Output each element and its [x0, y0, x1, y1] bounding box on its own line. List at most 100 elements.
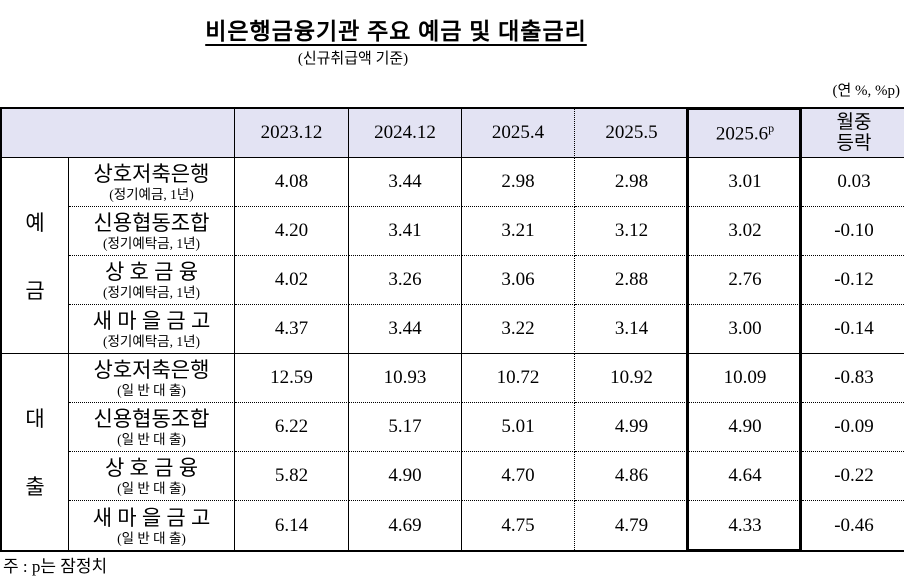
- col-header-2024-12: 2024.12: [349, 109, 462, 158]
- rate-value: 4.75: [462, 501, 575, 550]
- rate-value: 3.02: [689, 207, 802, 256]
- institution-product: (일 반 대 출): [117, 481, 186, 496]
- institution-product: (정기예탁금, 1년): [102, 285, 200, 300]
- rate-value: 2.98: [575, 158, 689, 207]
- rate-value: 3.14: [575, 305, 689, 354]
- institution-cell: 새 마 을 금 고 (일 반 대 출): [69, 501, 235, 550]
- table-row: 신용협동조합 (정기예탁금, 1년) 4.20 3.41 3.21 3.12 3…: [2, 207, 904, 256]
- rate-value: 4.37: [235, 305, 349, 354]
- table-row: 상 호 금 융 (일 반 대 출) 5.82 4.90 4.70 4.86 4.…: [2, 452, 904, 501]
- rate-value: 3.44: [349, 305, 462, 354]
- rate-value: 4.90: [689, 403, 802, 452]
- col-header-2023-12: 2023.12: [235, 109, 349, 158]
- table-row: 새 마 을 금 고 (일 반 대 출) 6.14 4.69 4.75 4.79 …: [2, 501, 904, 550]
- rate-value: 5.17: [349, 403, 462, 452]
- institution-cell: 상 호 금 융 (일 반 대 출): [69, 452, 235, 501]
- institution-cell: 상 호 금 융 (정기예탁금, 1년): [69, 256, 235, 305]
- table-row: 신용협동조합 (일 반 대 출) 6.22 5.17 5.01 4.99 4.9…: [2, 403, 904, 452]
- rate-value: 4.08: [235, 158, 349, 207]
- monthly-change-value: -0.83: [802, 354, 904, 403]
- provisional-superscript: p: [768, 120, 775, 135]
- rate-value: 10.92: [575, 354, 689, 403]
- monthly-change-value: 0.03: [802, 158, 904, 207]
- rates-table: 2023.12 2024.12 2025.4 2025.5 2025.6p 월중…: [0, 107, 904, 552]
- rate-value: 2.98: [462, 158, 575, 207]
- institution-cell: 신용협동조합 (일 반 대 출): [69, 403, 235, 452]
- institution-cell: 상호저축은행 (정기예금, 1년): [69, 158, 235, 207]
- rate-value: 4.20: [235, 207, 349, 256]
- corner-cell: [2, 109, 235, 158]
- col-header-monthly-change: 월중 등락: [802, 109, 904, 158]
- footnote: 주 : p는 잠정치: [3, 557, 108, 576]
- monthly-change-value: -0.46: [802, 501, 904, 550]
- rate-value: 3.44: [349, 158, 462, 207]
- rate-value: 4.02: [235, 256, 349, 305]
- rate-value: 3.06: [462, 256, 575, 305]
- institution-name: 상 호 금 융: [104, 456, 199, 480]
- rate-value: 4.99: [575, 403, 689, 452]
- institution-product: (정기예탁금, 1년): [102, 334, 200, 349]
- unit-note: (연 %, %p): [832, 83, 900, 99]
- table-row: 상 호 금 융 (정기예탁금, 1년) 4.02 3.26 3.06 2.88 …: [2, 256, 904, 305]
- institution-product: (정기예금, 1년): [109, 187, 194, 202]
- rate-value: 3.12: [575, 207, 689, 256]
- header-row: 2023.12 2024.12 2025.4 2025.5 2025.6p 월중…: [2, 109, 904, 158]
- monthly-change-line2: 등락: [836, 133, 872, 154]
- rate-value: 6.14: [235, 501, 349, 550]
- institution-product: (일 반 대 출): [117, 530, 186, 546]
- table-row: 새 마 을 금 고 (정기예탁금, 1년) 4.37 3.44 3.22 3.1…: [2, 305, 904, 354]
- rate-value: 3.41: [349, 207, 462, 256]
- rate-value: 3.01: [689, 158, 802, 207]
- institution-name: 상호저축은행: [93, 162, 210, 186]
- rate-value: 4.33: [689, 501, 802, 550]
- rate-value: 4.79: [575, 501, 689, 550]
- institution-name: 새 마 을 금 고: [92, 505, 211, 530]
- rate-value: 6.22: [235, 403, 349, 452]
- rate-value: 5.01: [462, 403, 575, 452]
- rate-value: 4.70: [462, 452, 575, 501]
- institution-product: (정기예탁금, 1년): [102, 236, 200, 251]
- institution-name: 상호저축은행: [93, 358, 210, 382]
- institution-cell: 신용협동조합 (정기예탁금, 1년): [69, 207, 235, 256]
- monthly-change-line1: 월중: [836, 112, 872, 133]
- rate-value: 10.09: [689, 354, 802, 403]
- institution-name: 신용협동조합: [93, 211, 210, 235]
- institution-name: 신용협동조합: [93, 407, 210, 431]
- col-header-2025-4: 2025.4: [462, 109, 575, 158]
- institution-name: 새 마 을 금 고: [92, 309, 211, 333]
- col-header-2025-5: 2025.5: [575, 109, 689, 158]
- institution-product: (일 반 대 출): [117, 383, 186, 398]
- col-header-2025-6: 2025.6p: [689, 109, 802, 158]
- rate-value: 10.72: [462, 354, 575, 403]
- monthly-change-value: -0.22: [802, 452, 904, 501]
- col-header-2025-6-label: 2025.6: [715, 123, 769, 145]
- rate-value: 12.59: [235, 354, 349, 403]
- institution-name: 상 호 금 융: [104, 260, 199, 284]
- page-subtitle: (신규취급액 기준): [297, 51, 409, 67]
- rate-value: 4.86: [575, 452, 689, 501]
- institution-product: (일 반 대 출): [117, 432, 186, 447]
- monthly-change-value: -0.12: [802, 256, 904, 305]
- institution-cell: 상호저축은행 (일 반 대 출): [69, 354, 235, 403]
- rate-value: 4.69: [349, 501, 462, 550]
- rate-value: 3.21: [462, 207, 575, 256]
- rate-value: 3.22: [462, 305, 575, 354]
- monthly-change-value: -0.10: [802, 207, 904, 256]
- rate-value: 2.88: [575, 256, 689, 305]
- institution-cell: 새 마 을 금 고 (정기예탁금, 1년): [69, 305, 235, 354]
- rate-value: 10.93: [349, 354, 462, 403]
- monthly-change-value: -0.09: [802, 403, 904, 452]
- rate-value: 2.76: [689, 256, 802, 305]
- rate-value: 3.00: [689, 305, 802, 354]
- rate-value: 4.90: [349, 452, 462, 501]
- rate-value: 4.64: [689, 452, 802, 501]
- rate-value: 3.26: [349, 256, 462, 305]
- rate-value: 5.82: [235, 452, 349, 501]
- page-title: 비은행금융기관 주요 예금 및 대출금리: [205, 19, 587, 44]
- monthly-change-value: -0.14: [802, 305, 904, 354]
